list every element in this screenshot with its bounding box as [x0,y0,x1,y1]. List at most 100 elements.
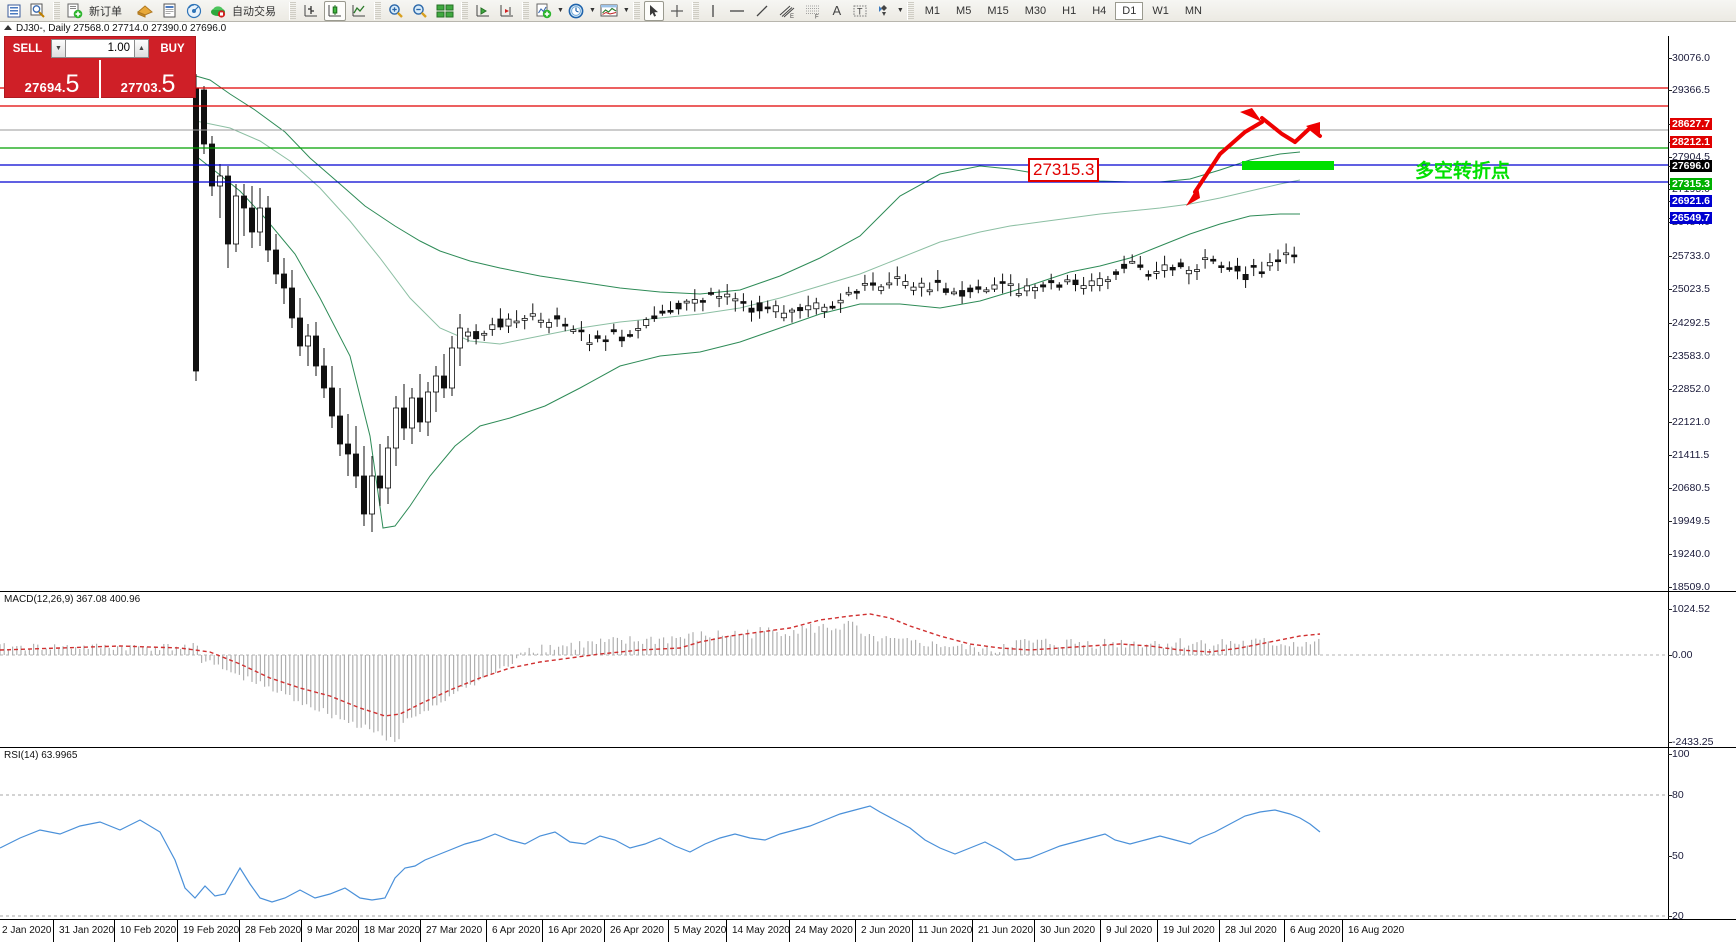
resistance-line-label-2[interactable]: 28212.1 [1670,136,1712,148]
timeframe-m15[interactable]: M15 [987,4,1009,17]
buy-price[interactable]: 27703. 5 [120,70,176,98]
rsi-plot-area[interactable] [0,748,1668,919]
line-chart-icon[interactable] [348,1,370,21]
toolbar-separator-8 [906,1,914,20]
horizontal-line-icon[interactable] [725,1,749,21]
rsi-tick: 80 [1668,789,1684,801]
blue-line-label-2[interactable]: 26549.7 [1670,212,1712,224]
time-tick-separator [420,920,421,942]
auto-scroll-icon[interactable] [496,1,518,21]
navigator-icon[interactable] [27,1,49,21]
one-click-trade-panel[interactable]: SELL ▼ 1.00 ▲ BUY 27694. 5 27703. 5 [4,36,196,98]
indicators-icon[interactable] [533,1,555,21]
time-tick-label: 19 Jul 2020 [1163,925,1215,936]
macd-histogram [0,620,1320,742]
time-tick-label: 19 Feb 2020 [183,925,240,936]
resistance-line-label-1[interactable]: 28627.7 [1670,118,1712,130]
price-plot-area[interactable] [0,36,1668,591]
blue-line-label-1[interactable]: 26921.6 [1670,195,1712,207]
time-tick-label: 28 Jul 2020 [1225,925,1277,936]
cursor-icon[interactable] [643,0,664,21]
sell-price[interactable]: 27694. 5 [5,60,101,98]
equidistant-channel-icon[interactable]: E [775,1,799,21]
sell-button[interactable]: SELL [5,37,50,60]
templates-icon[interactable] [597,1,621,21]
time-tick-separator [604,920,605,942]
timeframe-m5[interactable]: M5 [956,4,972,17]
symbol-info-text: DJ30-, Daily 27568.0 27714.0 27390.0 276… [16,23,227,34]
time-axis[interactable]: 2 Jan 2020 31 Jan 2020 10 Feb 2020 19 Feb 2… [0,919,1736,942]
new-order-button[interactable]: 新订单 [64,1,131,21]
price-chart-pane[interactable]: 27315.3 多空转折点 30076.0 29366.5 28627.7 28212… [0,36,1736,626]
crosshair-icon[interactable] [666,1,688,21]
price-tick: 23583.0 [1668,350,1710,362]
text-label-icon[interactable]: T [849,1,871,21]
current-price-label[interactable]: 27696.0 [1670,160,1712,172]
zoom-out-icon[interactable] [409,1,431,21]
autotrading-button[interactable]: 自动交易 [207,1,285,21]
timeframe-w1[interactable]: W1 [1152,4,1169,17]
macd-svg [0,613,1668,742]
zoom-in-icon[interactable] [385,1,407,21]
shapes-icon[interactable] [873,1,895,21]
toolbar-separator-4 [461,1,468,20]
buy-button[interactable]: BUY [150,37,195,60]
svg-text:F: F [815,14,819,19]
trendline-icon[interactable] [751,1,773,21]
vertical-line-icon[interactable] [703,1,723,21]
shapes-dropdown-caret[interactable]: ▼ [896,7,904,14]
time-tick-separator [177,920,178,942]
period-dropdown-caret[interactable]: ▼ [588,7,596,14]
rsi-svg [0,794,1668,917]
rsi-pane[interactable]: RSI(14) 63.9965 100 80 50 20 [0,747,1736,922]
templates-dropdown-caret[interactable]: ▼ [622,7,630,14]
rsi-tick: 50 [1668,850,1684,862]
time-tick-label: 24 May 2020 [795,925,853,936]
timeframe-d1[interactable]: D1 [1115,1,1144,20]
time-tick-separator [53,920,54,942]
collapse-triangle-icon[interactable] [4,25,12,31]
price-tick: 30076.0 [1668,52,1710,64]
time-tick-label: 30 Jun 2020 [1040,925,1096,936]
volume-stepper[interactable]: ▼ 1.00 ▲ [51,39,149,58]
svg-text:E: E [790,14,794,19]
shift-chart-icon[interactable] [472,1,494,21]
price-chart-svg [0,74,1668,532]
time-tick-separator [668,920,669,942]
timeframe-h4[interactable]: H4 [1092,4,1107,17]
macd-axis[interactable]: 1024.52 0.00 -2433.25 [1668,592,1736,748]
expert-advisor-icon[interactable] [133,1,157,21]
data-window-icon[interactable] [159,1,181,21]
time-tick-separator [972,920,973,942]
candlestick-chart-icon[interactable] [324,0,346,21]
indicators-dropdown-caret[interactable]: ▼ [557,7,564,14]
time-tick-separator [855,920,856,942]
rsi-axis[interactable]: 100 80 50 20 [1668,748,1736,922]
uptrend-arrow [1193,120,1264,194]
volume-increase-button[interactable]: ▲ [134,39,149,58]
support-line-label[interactable]: 27315.3 [1670,178,1712,190]
timeframe-mn[interactable]: MN [1184,4,1202,17]
time-tick-label: 26 Apr 2020 [610,925,664,936]
strategy-tester-icon[interactable] [183,1,205,21]
market-watch-icon[interactable] [3,1,25,21]
timeframe-h1[interactable]: H1 [1062,4,1077,17]
candlestick-series [192,74,1298,532]
timeframe-m1[interactable]: M1 [924,4,941,17]
toolbar-separator-7 [691,1,699,20]
macd-pane[interactable]: MACD(12,26,9) 367.08 400.96 1024.52 0.00 -… [0,591,1736,748]
fibonacci-icon[interactable]: F [801,1,825,21]
time-tick-label: 6 Apr 2020 [492,925,541,936]
macd-plot-area[interactable] [0,592,1668,747]
time-tick-label: 16 Aug 2020 [1348,925,1405,936]
volume-input[interactable]: 1.00 [66,39,134,58]
price-axis[interactable]: 30076.029366.528627.728212.127904.527696… [1668,36,1736,626]
tile-windows-icon[interactable] [433,1,457,21]
macd-signal-line [0,613,1321,717]
timeframe-m30[interactable]: M30 [1024,4,1047,17]
text-icon[interactable]: A [832,3,842,18]
bar-chart-icon[interactable] [300,1,322,21]
period-clock-icon[interactable] [565,1,587,21]
volume-decrease-button[interactable]: ▼ [51,39,66,58]
support-zone-highlight [1242,161,1334,170]
